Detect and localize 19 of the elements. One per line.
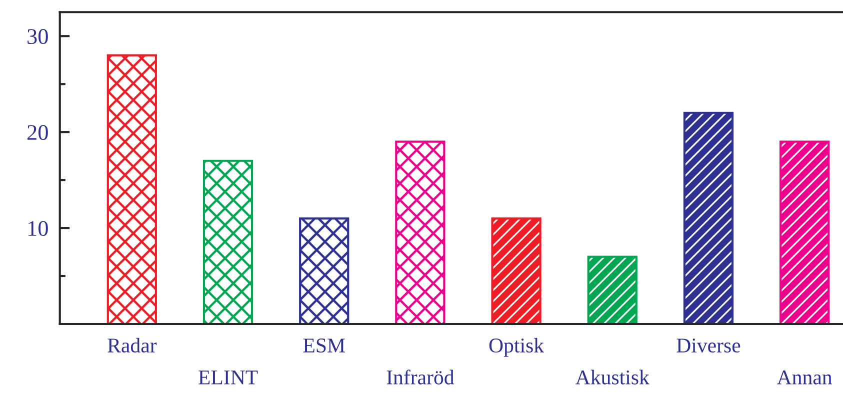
bar (202, 160, 254, 324)
x-tick-label: ELINT (198, 370, 258, 384)
y-tick-label: 20 (27, 125, 48, 140)
bar (779, 140, 830, 324)
y-tick-label: 30 (28, 29, 48, 44)
bar (587, 256, 638, 324)
bar (683, 112, 734, 324)
x-tick-label: Radar (108, 338, 157, 353)
x-tick-label: Annan (776, 370, 832, 384)
x-tick-label: Diverse (676, 338, 740, 353)
x-tick-label: Akustisk (576, 370, 650, 384)
x-tick-label: Optisk (489, 338, 544, 357)
x-tick-label: ESM (303, 338, 345, 353)
bar (491, 217, 542, 324)
bar (395, 140, 446, 324)
x-tick-label: Infraröd (386, 370, 454, 384)
bar (106, 54, 157, 324)
bar (299, 217, 350, 324)
y-tick-label: 10 (28, 220, 48, 236)
